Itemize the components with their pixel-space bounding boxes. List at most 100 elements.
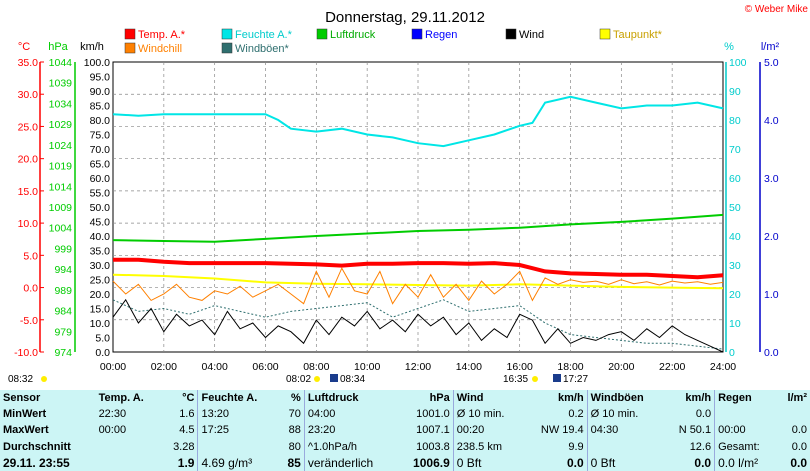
wind-tick: 0.0 xyxy=(95,347,110,359)
press-tick: 989 xyxy=(54,285,72,297)
legend-swatch xyxy=(411,28,423,40)
wind-tick: 40.0 xyxy=(90,231,111,243)
legend-label: Luftdruck xyxy=(330,29,376,41)
stats-cell: veränderlich xyxy=(303,454,398,471)
series-line xyxy=(113,257,724,280)
hum-axis-head: % xyxy=(724,41,734,53)
hum-tick: 10 xyxy=(729,318,741,330)
stats-cell: 1006.9 xyxy=(413,455,450,470)
stats-cell: 0.0 xyxy=(791,440,807,453)
stats-row: MinWert 22:30 1.6 13:20 70 04:00 1001.0 Ø 10 mi… xyxy=(0,406,810,423)
temp-tick: 15.0 xyxy=(18,186,39,198)
stats-cell: Luftdruck xyxy=(303,390,398,407)
x-tick: 08:00 xyxy=(303,361,329,373)
hum-tick: 90 xyxy=(729,86,741,98)
stats-cell: 3.28 xyxy=(173,440,195,453)
press-tick: 1034 xyxy=(49,98,73,110)
stats-cell: Durchschnitt xyxy=(3,440,71,453)
stats-header-row: Sensor Temp. A. °C Feuchte A.% Luftdruck hPa W… xyxy=(0,390,810,407)
press-tick: 994 xyxy=(54,264,72,276)
stats-cell: 0 Bft xyxy=(452,454,524,471)
wind-tick: 20.0 xyxy=(90,289,111,301)
temp-tick: 0.0 xyxy=(23,283,38,295)
stats-cell: 80 xyxy=(288,440,301,453)
temp-tick: 5.0 xyxy=(23,250,38,262)
press-tick: 984 xyxy=(54,306,72,318)
legend-label: Windchill xyxy=(138,43,182,55)
chart-title: Donnerstag, 29.11.2012 xyxy=(325,9,485,26)
stats-row: MaxWert 00:00 4.5 17:25 88 23:20 1007.1 00:20 NW… xyxy=(0,422,810,439)
wind-tick: 15.0 xyxy=(90,304,111,316)
series-line xyxy=(112,213,724,243)
stats-cell: 29.11. 23:55 xyxy=(3,455,70,470)
temp-tick: -5.0 xyxy=(20,315,38,327)
wind-tick: 25.0 xyxy=(90,275,111,287)
hum-tick: 50 xyxy=(729,202,741,214)
stats-cell: Temp. A. xyxy=(98,392,144,405)
legend-swatch xyxy=(221,28,233,40)
wind-tick: 45.0 xyxy=(90,217,111,229)
x-tick: 02:00 xyxy=(151,361,177,373)
stats-cell: Sensor xyxy=(3,392,41,405)
x-tick: 18:00 xyxy=(557,361,583,373)
stats-cell: NW 19.4 xyxy=(540,424,584,437)
stats-cell: Ø 10 min. xyxy=(586,406,665,423)
stats-cell: 0.0 xyxy=(790,455,807,470)
series-line xyxy=(112,273,724,290)
stats-cell: 0.0 xyxy=(791,424,807,437)
moonrise-icon xyxy=(553,374,561,382)
stats-cell: 22:30 xyxy=(98,408,127,421)
temp-tick: -10.0 xyxy=(14,347,38,359)
stats-cell xyxy=(197,438,279,455)
stats-cell xyxy=(96,439,162,455)
press-tick: 1019 xyxy=(49,161,73,173)
wind-tick: 55.0 xyxy=(90,188,111,200)
press-tick: 1004 xyxy=(49,223,73,235)
stats-cell: 70 xyxy=(288,408,301,421)
stats-cell: MaxWert xyxy=(3,424,49,437)
stats-cell: °C xyxy=(182,392,195,405)
press-tick: 1014 xyxy=(49,181,73,193)
temp-tick: 10.0 xyxy=(18,218,39,230)
legend-label: Regen xyxy=(425,29,457,41)
hum-tick: 100 xyxy=(729,57,747,69)
legend-swatch xyxy=(599,28,611,40)
stats-cell: 23:20 xyxy=(303,422,398,439)
stats-cell: 9.9 xyxy=(568,440,584,453)
stats-cell: 1003.8 xyxy=(416,440,450,453)
x-tick: 10:00 xyxy=(354,361,380,373)
sunset-time: 16:35 xyxy=(503,374,528,385)
x-tick: 12:00 xyxy=(405,361,431,373)
x-tick: 06:00 xyxy=(252,361,278,373)
legend-label: Temp. A.* xyxy=(138,29,186,41)
stats-cell: 00:00 xyxy=(98,424,127,437)
sunrise-time: 08:02 xyxy=(286,374,311,385)
press-tick: 1044 xyxy=(49,57,73,69)
hum-tick: 0 xyxy=(729,347,735,359)
stats-cell: 04:30 xyxy=(586,422,665,439)
temp-tick: 35.0 xyxy=(18,57,39,69)
rain-tick: 5.0 xyxy=(764,57,779,69)
stats-cell: % xyxy=(291,392,301,405)
stats-row: 29.11. 23:55 1.9 4.69 g/m³ 85 veränderlich 10… xyxy=(0,454,810,471)
stats-cell: 00:20 xyxy=(452,422,524,439)
legend-swatch xyxy=(316,28,328,40)
wind-tick: 65.0 xyxy=(90,159,111,171)
stats-cell: 0.0 xyxy=(566,455,584,470)
wind-tick: 75.0 xyxy=(90,130,111,142)
legend-label: Windböen* xyxy=(235,43,290,55)
grid xyxy=(112,61,724,353)
stats-cell: 12.6 xyxy=(689,440,712,453)
series-line xyxy=(112,267,724,305)
rain-tick: 0.0 xyxy=(764,347,779,359)
sunset-icon xyxy=(532,376,538,382)
hum-tick: 40 xyxy=(729,231,741,243)
press-tick: 1039 xyxy=(49,78,73,90)
stats-cell: 0.0 xyxy=(694,455,712,470)
sun-icon xyxy=(41,376,47,382)
series-line xyxy=(112,298,724,353)
stats-cell: 0 Bft xyxy=(586,454,665,471)
legend-swatch xyxy=(221,42,233,54)
legend-label: Wind xyxy=(519,29,544,41)
stats-cell: 1.6 xyxy=(179,408,195,421)
